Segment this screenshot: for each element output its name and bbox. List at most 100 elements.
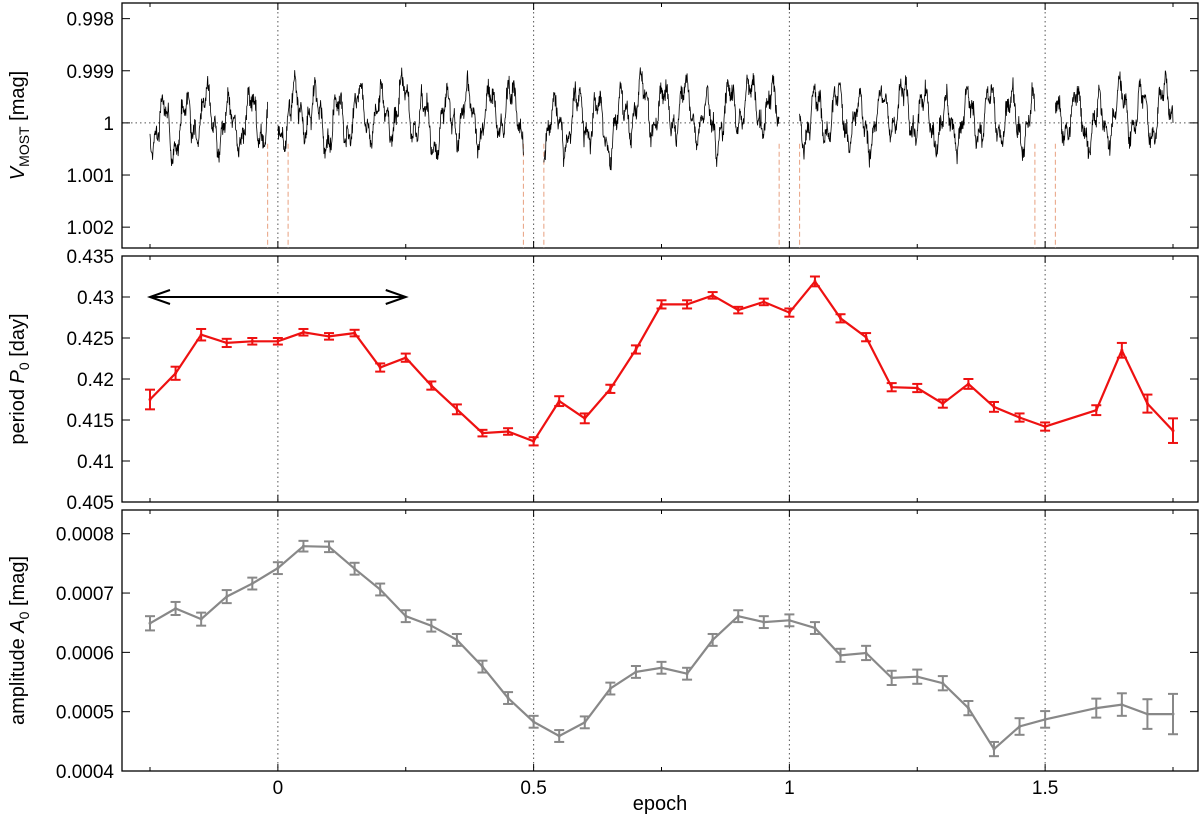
data-point xyxy=(506,429,510,433)
data-point xyxy=(941,402,945,406)
x-tick-label: 1 xyxy=(784,778,795,799)
data-point xyxy=(1120,348,1124,352)
data-point xyxy=(199,333,203,337)
plot-frame xyxy=(121,2,1199,249)
data-point xyxy=(685,302,689,306)
data-point xyxy=(890,676,894,680)
data-point xyxy=(480,665,484,669)
data-point xyxy=(225,595,229,599)
y-tick-label: 0.0008 xyxy=(56,525,114,546)
y-axis-label-subscript: 0 xyxy=(16,611,32,619)
y-tick-label: 0.405 xyxy=(66,493,114,514)
lightcurve-segment xyxy=(1055,70,1174,159)
data-point xyxy=(1094,408,1098,412)
data-point xyxy=(378,366,382,370)
y-axis-label-unit: [mag] xyxy=(7,556,29,612)
data-point xyxy=(660,302,663,306)
data-point xyxy=(966,706,970,710)
data-point xyxy=(864,335,868,339)
x-tick-label: 1.5 xyxy=(1032,778,1058,799)
data-point xyxy=(915,386,919,390)
data-point xyxy=(225,341,229,345)
y-axis-label-text: period xyxy=(7,383,29,444)
y-axis-label-unit: [day] xyxy=(7,313,29,362)
amplitude-panel: 0.0004 0.0005 0.0006 0.0007 0.0008 0 0.5 1 1.5 ep… xyxy=(7,509,1199,815)
series-line xyxy=(149,545,1173,751)
data-point xyxy=(1043,717,1047,721)
y-axis-label-symbol: V xyxy=(7,165,29,180)
data-point xyxy=(711,293,715,297)
data-point xyxy=(762,300,766,304)
y-tick-label: 0.435 xyxy=(66,247,114,268)
data-point xyxy=(864,651,868,655)
lightcurve-panel: 0.998 0.999 1 1.001 1.002 VMOST [mag] xyxy=(7,2,1199,249)
data-point xyxy=(276,339,280,343)
y-tick-label: 0.999 xyxy=(66,62,114,83)
data-point xyxy=(1145,712,1149,716)
arrow-head-right xyxy=(385,289,409,305)
data-point xyxy=(532,720,536,724)
plot-frame xyxy=(121,255,1199,503)
y-axis-label-symbol: P xyxy=(7,369,29,383)
data-point xyxy=(583,416,587,420)
data-point xyxy=(608,387,612,391)
data-point xyxy=(1018,725,1022,729)
data-point xyxy=(608,687,612,691)
y-axis-label-unit: [mag] xyxy=(7,71,29,127)
data-point xyxy=(583,720,587,724)
lightcurve-segment xyxy=(543,67,780,171)
data-point xyxy=(992,747,996,751)
plot-area xyxy=(145,275,1178,447)
data-point xyxy=(557,399,561,403)
data-point xyxy=(941,681,945,685)
y-tick-label: 0.41 xyxy=(77,452,114,473)
data-point xyxy=(404,614,408,618)
y-tick-label: 1.002 xyxy=(66,218,114,239)
y-tick-label: 0.42 xyxy=(77,370,114,391)
data-point xyxy=(327,334,331,338)
data-point xyxy=(915,675,919,679)
data-point xyxy=(1043,425,1047,429)
arrow-head-left xyxy=(146,289,171,305)
data-point xyxy=(353,331,357,335)
lightcurve-segment xyxy=(149,75,268,167)
data-point xyxy=(404,356,408,360)
data-point xyxy=(634,670,638,674)
data-point xyxy=(813,279,817,283)
y-tick-label: 1.001 xyxy=(66,166,114,187)
data-point xyxy=(557,734,561,738)
data-point xyxy=(787,618,791,622)
data-point xyxy=(506,696,510,700)
data-point xyxy=(301,330,305,334)
plot-frame xyxy=(121,509,1199,772)
data-point xyxy=(148,621,152,625)
y-tick-label: 0.415 xyxy=(66,411,114,432)
data-point xyxy=(148,398,152,401)
data-point xyxy=(711,638,715,642)
double-arrow xyxy=(146,289,409,305)
data-point xyxy=(532,439,536,443)
y-axis-label-subscript: 0 xyxy=(16,362,32,370)
data-point xyxy=(1120,703,1124,707)
y-tick-label: 0.0004 xyxy=(56,762,115,783)
data-point xyxy=(890,385,894,389)
data-point xyxy=(429,384,433,388)
data-point xyxy=(455,638,459,642)
data-point xyxy=(660,666,663,670)
data-point xyxy=(199,617,203,621)
data-point xyxy=(1171,429,1175,433)
y-axis-label-text: amplitude xyxy=(7,633,29,725)
y-axis-label: VMOST [mag] xyxy=(7,71,32,180)
data-point xyxy=(736,308,740,312)
y-tick-label: 0.43 xyxy=(77,288,114,309)
data-point xyxy=(174,606,178,610)
y-tick-label: 0.998 xyxy=(66,10,114,31)
data-point xyxy=(685,672,689,676)
data-point xyxy=(250,339,254,343)
data-point xyxy=(634,347,638,351)
data-point xyxy=(839,653,843,657)
data-point xyxy=(736,614,740,618)
y-tick-label: 0.0005 xyxy=(56,703,114,724)
y-axis-label-symbol: A xyxy=(7,619,29,633)
